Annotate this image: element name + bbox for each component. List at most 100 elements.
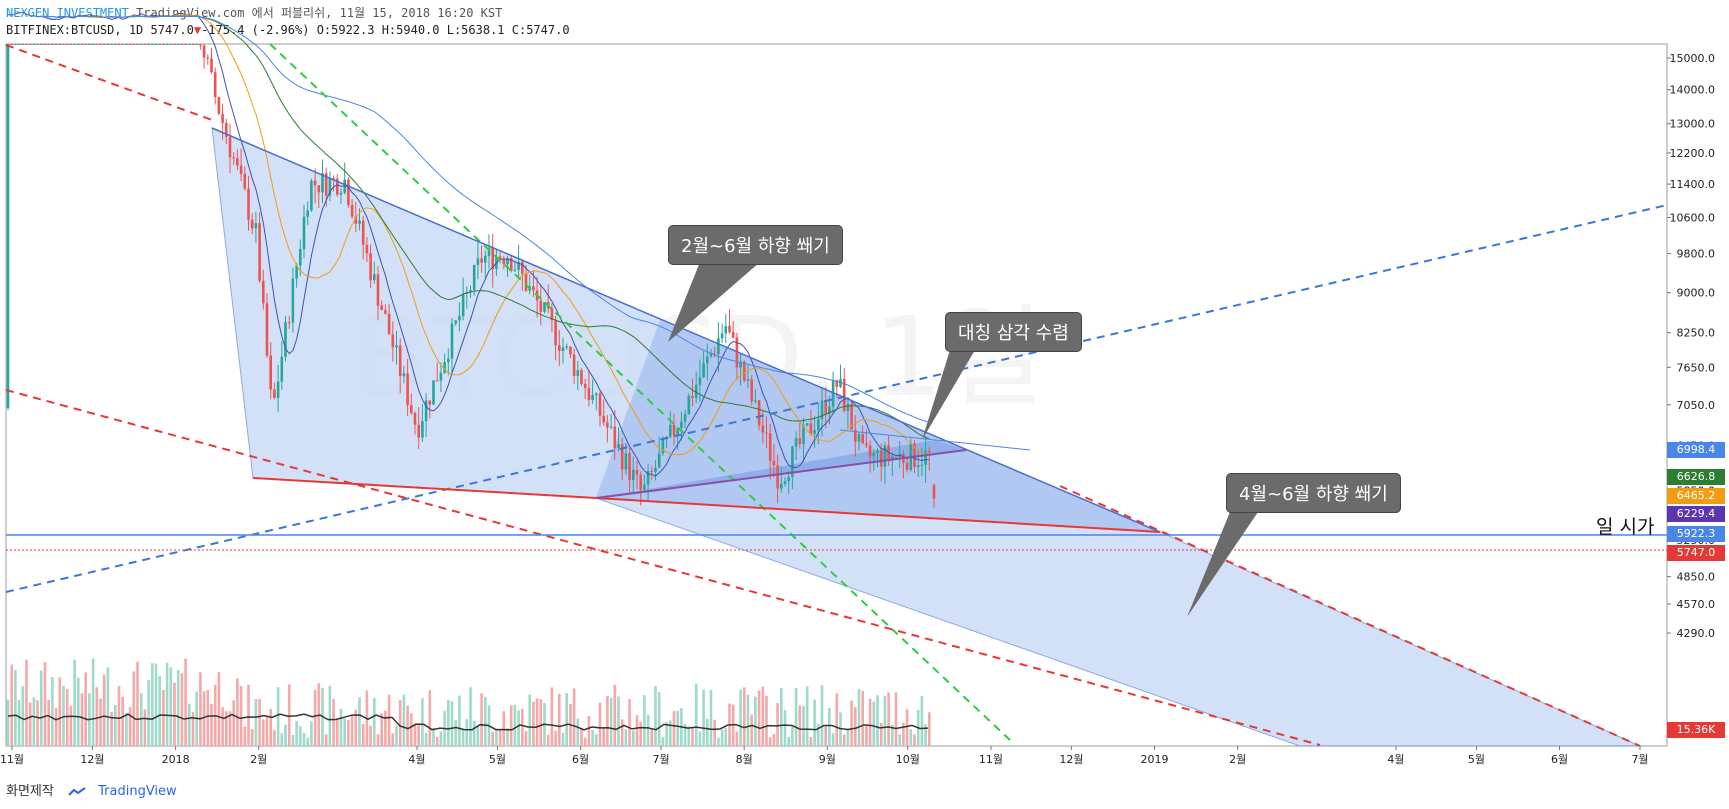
- candle-body: [683, 414, 687, 422]
- volume-bar: [339, 708, 343, 746]
- volume-bar: [236, 678, 239, 746]
- volume-bar: [480, 693, 483, 746]
- candle-body: [387, 313, 391, 335]
- volume-bar: [299, 726, 302, 746]
- volume-bar: [879, 723, 883, 746]
- volume-bar: [273, 730, 276, 746]
- candle-body: [117, 44, 121, 45]
- candle-body: [872, 452, 876, 457]
- volume-bar: [51, 677, 54, 746]
- candle-body: [743, 361, 746, 381]
- footer: 화면제작 TradingView: [6, 780, 177, 799]
- callout-wedge-apr-jun: 4월~6월 하향 쐐기: [1226, 473, 1401, 513]
- daily-open-label: 일 시가: [1596, 516, 1655, 538]
- candle-body: [787, 476, 790, 482]
- volume-bar: [846, 729, 850, 746]
- candle-body: [469, 290, 472, 292]
- candle-body: [750, 379, 753, 402]
- volume-bar: [791, 726, 794, 746]
- ma-short-line: [7, 11, 930, 477]
- candle-body: [228, 136, 232, 158]
- volume-bar: [484, 696, 487, 746]
- y-tick-label: 8250.0: [1677, 327, 1716, 340]
- candle-body: [287, 322, 291, 324]
- candle-body: [480, 258, 483, 263]
- candle-body: [835, 380, 839, 387]
- volume-bar: [591, 729, 594, 746]
- candle-body: [10, 44, 13, 45]
- volume-bar: [180, 673, 184, 746]
- volume-bar: [432, 727, 435, 746]
- candle-body: [550, 308, 554, 320]
- volume-bar: [291, 735, 295, 746]
- candle-body: [250, 219, 254, 229]
- volume-bar: [580, 728, 583, 746]
- volume-bar: [276, 687, 280, 746]
- volume-bar: [324, 734, 328, 746]
- candle-body: [321, 173, 324, 193]
- volume-bar: [173, 682, 176, 746]
- callout-wedge-feb-jun: 2월~6월 하향 쐐기: [668, 225, 843, 265]
- volume-bar: [421, 698, 424, 746]
- volume-bar: [387, 694, 391, 746]
- x-tick-label: 6월: [1551, 753, 1568, 766]
- volume-bar: [787, 736, 790, 746]
- candle-body: [487, 247, 491, 256]
- downtrend-red-dashed-top: [5, 44, 213, 121]
- candle-body: [694, 384, 698, 399]
- volume-bar: [794, 688, 798, 746]
- volume-bar: [620, 719, 624, 746]
- candle-body: [717, 338, 720, 354]
- volume-bar: [376, 734, 380, 746]
- x-tick-label: 4월: [408, 753, 425, 766]
- footer-brand[interactable]: TradingView: [98, 784, 177, 799]
- volume-bar: [550, 687, 554, 746]
- candle-body: [347, 179, 350, 205]
- candle-body: [768, 433, 772, 461]
- candle-body: [868, 445, 872, 457]
- candle-body: [609, 426, 613, 428]
- volume-bar: [754, 696, 757, 746]
- candle-body: [380, 305, 383, 311]
- callout-pointer: [1187, 512, 1258, 617]
- candle-body: [587, 388, 591, 400]
- candle-body: [51, 44, 54, 45]
- candle-body: [591, 395, 594, 400]
- volume-bar: [28, 702, 32, 746]
- candle-body: [924, 450, 927, 465]
- candle-body: [358, 220, 361, 224]
- candle-body: [657, 453, 661, 468]
- volume-bar: [262, 719, 265, 746]
- volume-bar: [343, 718, 346, 746]
- candle-body: [143, 44, 147, 45]
- candle-body: [343, 179, 346, 193]
- x-tick-label: 2018: [162, 753, 190, 766]
- candle-body: [698, 377, 702, 385]
- volume-bar: [99, 698, 102, 746]
- candle-body: [73, 44, 76, 45]
- x-tick-label: 8월: [736, 753, 753, 766]
- candle-body: [602, 415, 605, 423]
- volume-bar: [210, 704, 213, 746]
- candle-body: [484, 255, 487, 263]
- candle-body: [639, 474, 642, 490]
- volume-bar: [883, 696, 887, 746]
- volume-bar: [820, 685, 824, 746]
- y-tick-label: 7650.0: [1677, 361, 1716, 374]
- volume-bar: [672, 711, 676, 746]
- volume-bar: [495, 729, 498, 746]
- volume-bar: [358, 697, 361, 746]
- y-tick-label: 10600.0: [1670, 211, 1716, 224]
- x-tick-label: 6월: [572, 753, 589, 766]
- volume-bar: [313, 689, 317, 746]
- candle-body: [147, 44, 150, 45]
- candle-body: [25, 44, 28, 45]
- volume-bar: [602, 727, 605, 746]
- volume-bar: [669, 720, 672, 746]
- candle-body: [262, 280, 265, 304]
- candle-body: [225, 122, 228, 137]
- volume-bar: [250, 729, 254, 746]
- candle-body: [158, 44, 161, 45]
- volume-bar: [143, 709, 147, 746]
